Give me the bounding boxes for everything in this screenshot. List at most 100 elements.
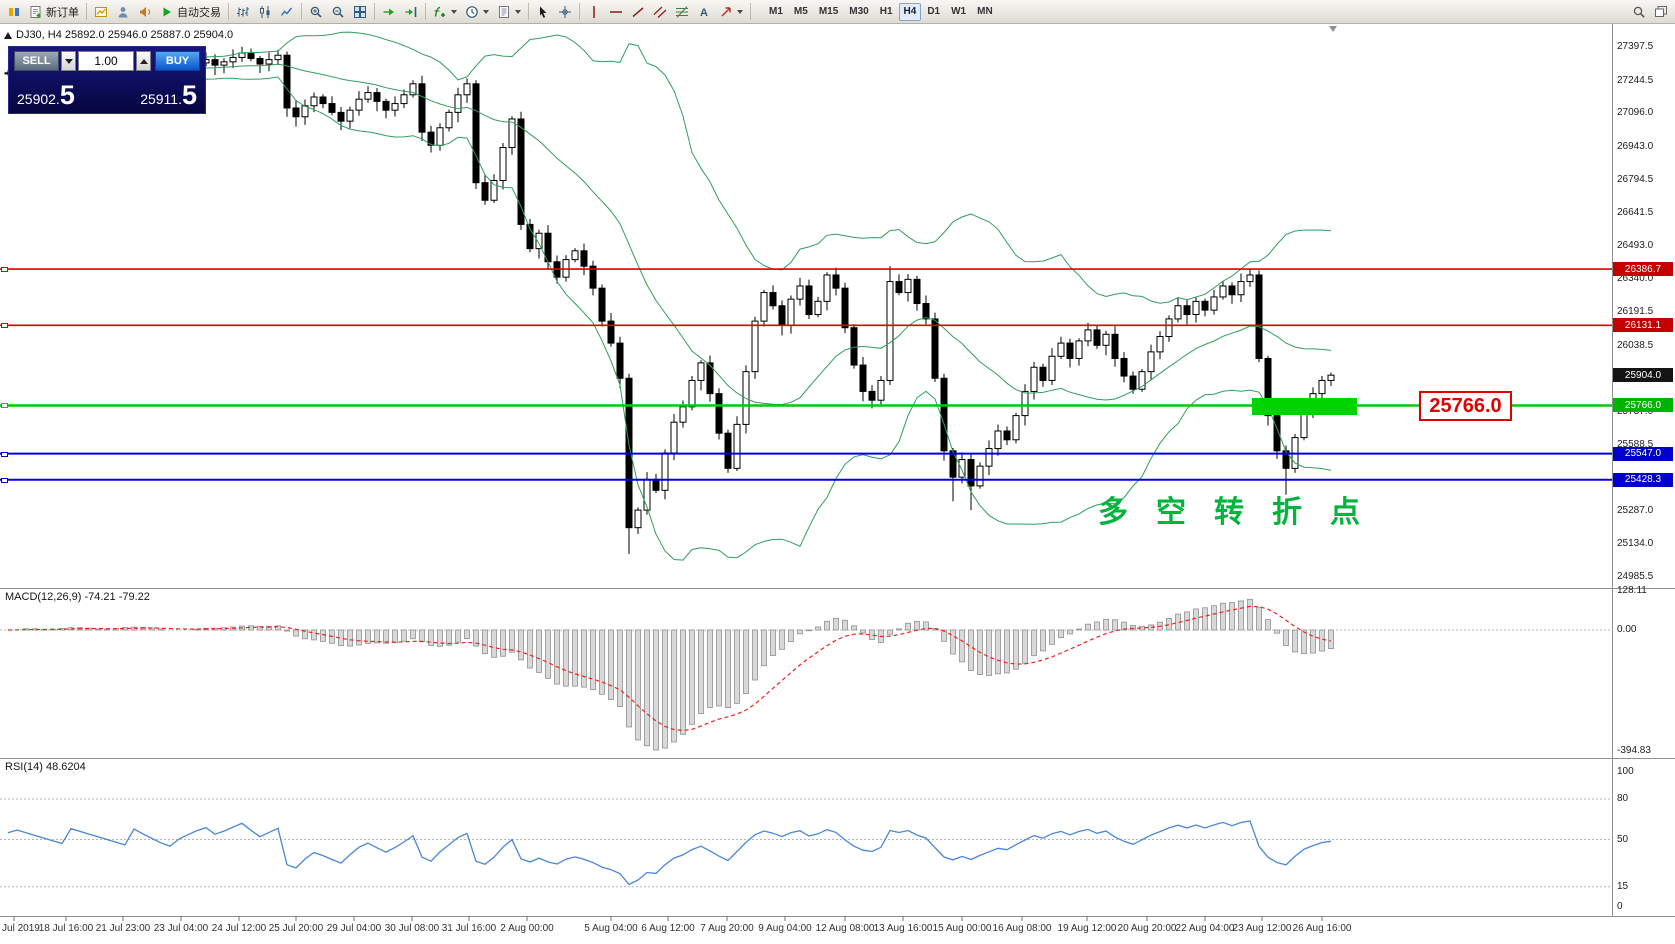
new-order-button[interactable]: 新订单 <box>25 2 83 22</box>
timeframe-d1-button[interactable]: D1 <box>927 6 941 17</box>
alerts-button[interactable] <box>134 2 156 22</box>
volume-up-button[interactable] <box>136 51 151 71</box>
price-axis-label: 26794.5 <box>1617 173 1654 185</box>
new-chart-icon <box>94 5 108 19</box>
templates-icon <box>497 5 511 19</box>
profiles-button[interactable] <box>112 2 134 22</box>
line-anchor-handle[interactable] <box>1 323 8 329</box>
periods-icon <box>465 5 479 19</box>
date-axis-label: 15 Aug 00:00 <box>932 923 992 934</box>
chart-shift-marker[interactable] <box>1329 26 1337 32</box>
date-axis-label: 5 Aug 04:00 <box>584 923 638 934</box>
price-axis-label: 27397.5 <box>1617 41 1654 52</box>
hline-button[interactable] <box>605 2 627 22</box>
volume-down-button[interactable] <box>61 51 76 71</box>
rsi-axis-label: 0 <box>1617 901 1623 912</box>
terminal-button[interactable] <box>3 2 25 22</box>
trendline-button[interactable] <box>627 2 649 22</box>
rsi-axis-label: 15 <box>1617 880 1629 892</box>
price-axis-label: 25588.5 <box>1617 438 1654 450</box>
date-axis-label: 23 Jul 04:00 <box>153 923 209 934</box>
date-axis-label: 2 Aug 00:00 <box>500 923 554 934</box>
price-axis-label: 27096.0 <box>1617 107 1654 119</box>
arrows-button[interactable] <box>715 2 747 22</box>
date-axis-label: 16 Aug 08:00 <box>992 923 1052 934</box>
date-axis-label: 22 Aug 04:00 <box>1175 923 1235 934</box>
search-button[interactable] <box>1628 2 1650 22</box>
auto-scroll-button[interactable] <box>378 2 400 22</box>
crosshair-button[interactable] <box>554 2 576 22</box>
autotrading-button[interactable]: 自动交易 <box>156 2 225 22</box>
sell-button[interactable]: SELL <box>14 51 59 71</box>
date-axis-label: 19 Aug 12:00 <box>1057 923 1117 934</box>
line-chart-button[interactable] <box>276 2 298 22</box>
vline-icon <box>587 5 601 19</box>
tile-windows-button[interactable] <box>349 2 371 22</box>
date-axis-label: 7 Aug 20:00 <box>700 923 754 934</box>
new-chart-button[interactable] <box>90 2 112 22</box>
date-axis-label: 30 Jul 08:00 <box>384 923 440 934</box>
channel-button[interactable] <box>649 2 671 22</box>
chart-shift-button[interactable] <box>400 2 422 22</box>
cursor-button[interactable] <box>532 2 554 22</box>
timeframe-m1-button[interactable]: M1 <box>769 6 783 17</box>
price-axis-label: 27244.5 <box>1617 74 1654 86</box>
vline-button[interactable] <box>583 2 605 22</box>
toolbar-separator <box>425 3 426 20</box>
zoom-in-icon <box>309 5 323 19</box>
text-button[interactable]: A <box>693 2 715 22</box>
periods-button[interactable] <box>461 2 493 22</box>
date-axis-label: 21 Jul 23:00 <box>95 923 151 934</box>
macd-axis-label: 0.00 <box>1617 624 1637 635</box>
line-anchor-handle[interactable] <box>1 477 8 483</box>
highlight-zone-rect[interactable] <box>1252 398 1357 415</box>
date-axis-label: 26 Aug 16:00 <box>1292 923 1352 934</box>
macd-label: MACD(12,26,9) -74.21 -79.22 <box>5 591 150 603</box>
date-axis-label: 31 Jul 16:00 <box>441 923 497 934</box>
zoom-out-button[interactable] <box>327 2 349 22</box>
timeframe-mn-button[interactable]: MN <box>977 6 993 17</box>
timeframe-toolbar: M1 M5 M15 M30 H1 H4 D1 W1 MN <box>764 2 998 21</box>
indicators-button[interactable] <box>429 2 461 22</box>
timeframe-m30-button[interactable]: M30 <box>849 6 869 17</box>
date-axis-label: 18 Jul 16:00 <box>38 923 94 934</box>
toolbar-separator <box>86 3 87 20</box>
timeframe-h4-button[interactable]: H4 <box>898 2 922 21</box>
date-axis-label: 25 Jul 20:00 <box>268 923 324 934</box>
timeframe-h1-button[interactable]: H1 <box>879 6 893 17</box>
buy-button[interactable]: BUY <box>155 51 200 71</box>
note-annotation[interactable]: 多空转折点 <box>1098 496 1388 529</box>
candle-chart-button[interactable] <box>254 2 276 22</box>
new-order-icon <box>29 5 43 19</box>
volume-input[interactable]: 1.00 <box>78 51 134 71</box>
timeframe-m15-button[interactable]: M15 <box>818 6 839 17</box>
triangle-up-icon <box>139 58 148 64</box>
price-annotation-tag[interactable]: 25766.0 <box>1419 391 1512 421</box>
hline-icon <box>609 5 623 19</box>
line-anchor-handle[interactable] <box>1 403 8 409</box>
bar-chart-button[interactable] <box>232 2 254 22</box>
timeframe-m5-button[interactable]: M5 <box>793 6 808 17</box>
auto-scroll-icon <box>382 5 396 19</box>
windows-icon <box>1654 5 1668 19</box>
toolbar: 新订单 自动交易 A M1 M5 M15 M30 H1 H4 D1 W1 MN <box>0 0 1675 24</box>
collapse-panel-icon[interactable] <box>4 32 12 39</box>
zoom-out-icon <box>331 5 345 19</box>
line-anchor-handle[interactable] <box>1 451 8 457</box>
templates-button[interactable] <box>493 2 525 22</box>
tile-windows-icon <box>353 5 367 19</box>
one-click-trading-panel: SELL 1.00 BUY 25902.5 25911.5 <box>8 46 206 114</box>
windows-button[interactable] <box>1650 2 1672 22</box>
zoom-in-button[interactable] <box>305 2 327 22</box>
candle-chart-icon <box>258 5 272 19</box>
trendline-icon <box>631 5 645 19</box>
autotrading-label: 自动交易 <box>177 6 221 19</box>
timeframe-w1-button[interactable]: W1 <box>951 6 967 17</box>
price-marker-badge: 25766.0 <box>1613 398 1673 413</box>
price-marker-badge: 26386.7 <box>1613 262 1673 277</box>
line-anchor-handle[interactable] <box>1 267 8 273</box>
price-axis-label: 26191.5 <box>1617 306 1654 317</box>
fibonacci-button[interactable] <box>671 2 693 22</box>
rsi-axis-label: 80 <box>1617 793 1629 804</box>
